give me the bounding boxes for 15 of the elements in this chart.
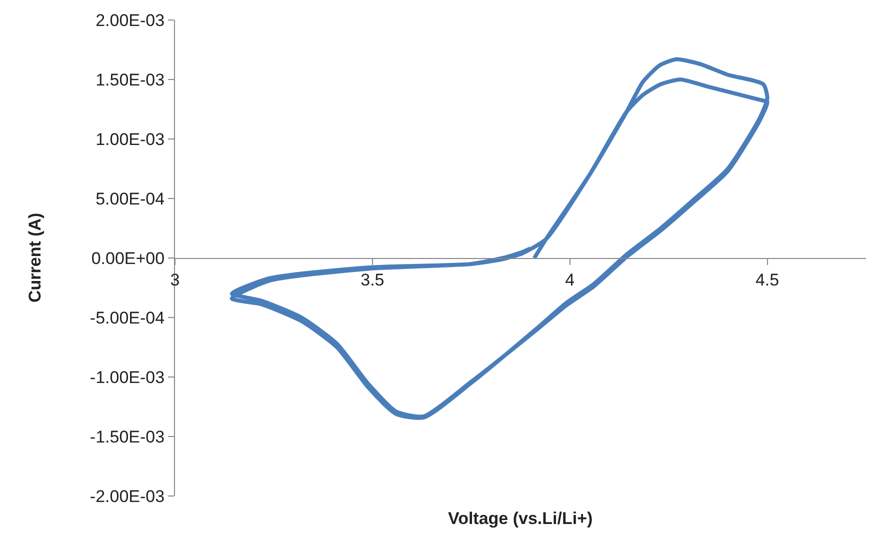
y-tick-label: -1.00E-03: [90, 368, 165, 387]
y-axis-title: Current (A): [26, 212, 44, 302]
x-tick-label: 3: [170, 270, 180, 290]
x-tick-label: 3.5: [360, 270, 384, 290]
x-tick-label: 4: [565, 270, 575, 290]
x-tick-label: 4.5: [755, 270, 780, 290]
y-tick-label: 5.00E-04: [96, 189, 165, 208]
y-tick-label: 1.50E-03: [96, 70, 165, 90]
y-tick-label: 2.00E-03: [96, 10, 165, 30]
y-tick-label: 1.00E-03: [96, 130, 165, 149]
y-tick-label: -2.00E-03: [90, 486, 165, 506]
y-tick-label: -5.00E-04: [90, 308, 165, 328]
x-axis-title: Voltage (vs.Li/Li+): [448, 509, 593, 528]
y-tick-label: 0.00E+00: [91, 248, 165, 268]
y-tick-label: -1.50E-03: [90, 427, 165, 446]
